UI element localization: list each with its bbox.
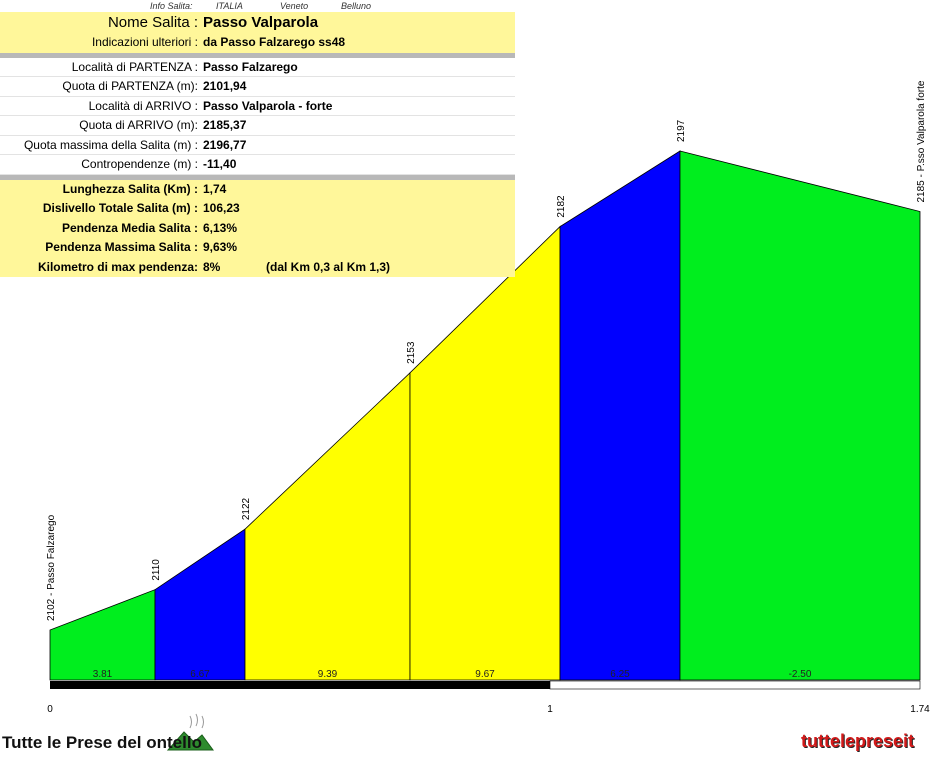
climb-name-row: Nome Salita : Passo Valparola <box>0 12 515 33</box>
notes-row: Indicazioni ulteriori : da Passo Falzare… <box>0 33 515 53</box>
max-altitude-value: 2196,77 <box>203 137 247 152</box>
counter-slope-label: Contropendenze (m) : <box>81 157 198 171</box>
climb-name-value: Passo Valparola <box>203 14 319 31</box>
max-altitude-row: Quota massima della Salita (m) : 2196,77 <box>0 135 515 155</box>
notes-label: Indicazioni ulteriori : <box>91 35 198 49</box>
profile-segment <box>409 225 561 681</box>
profile-segment <box>49 589 156 681</box>
province-label: Belluno <box>341 1 372 11</box>
section-divider <box>0 52 515 58</box>
max-km-range: (dal Km 0,3 al Km 1,3) <box>266 259 391 274</box>
profile-segment <box>154 528 246 681</box>
segment-grade-label: 6.25 <box>610 669 630 680</box>
end-location-row: Località di ARRIVO : Passo Valparola - f… <box>0 96 515 116</box>
segment-grade-label: 3.81 <box>93 669 113 680</box>
info-salita-label: Info Salita: <box>150 1 193 11</box>
altitude-label: 2197 <box>676 119 687 142</box>
section-divider <box>0 174 515 180</box>
right-site-logo: tuttelepreseit <box>801 731 915 751</box>
altitude-label: 2182 <box>556 195 567 218</box>
mountain-logo-icon <box>166 713 214 751</box>
start-location-value: Passo Falzarego <box>203 59 298 74</box>
profile-segment <box>679 150 921 681</box>
x-tick-label: 1 <box>547 704 553 715</box>
profile-segment <box>559 150 681 681</box>
start-altitude-row: Quota di PARTENZA (m): 2101,94 <box>0 77 515 97</box>
length-value: 1,74 <box>203 181 227 196</box>
end-location-label: Località di ARRIVO : <box>88 98 198 113</box>
end-altitude-row: Quota di ARRIVO (m): 2185,37 <box>0 116 515 136</box>
length-row: Lunghezza Salita (Km) : 1,74 <box>0 179 515 199</box>
segment-grade-label: 9.39 <box>318 669 338 680</box>
avg-grade-label: Pendenza Media Salita : <box>61 220 198 235</box>
max-grade-row: Pendenza Massima Salita : 9,63% <box>0 238 515 258</box>
max-km-label: Kilometro di max pendenza: <box>37 259 198 274</box>
altitude-label: 2102 - Passo Falzarego <box>46 514 57 621</box>
segment-grade-label: -2.50 <box>789 669 812 680</box>
end-location-value: Passo Valparola - forte <box>203 98 333 113</box>
max-grade-label: Pendenza Massima Salita : <box>45 240 198 254</box>
max-km-row: Kilometro di max pendenza: 8% (dal Km 0,… <box>0 257 515 277</box>
segment-grade-label: 9.67 <box>475 669 495 680</box>
elevation-gain-row: Dislivello Totale Salita (m) : 106,23 <box>0 199 515 219</box>
max-km-value: 8% <box>203 259 221 274</box>
altitude-label: 2153 <box>406 341 417 364</box>
x-tick-label: 0 <box>47 704 53 715</box>
end-altitude-value: 2185,37 <box>203 118 247 132</box>
length-label: Lunghezza Salita (Km) : <box>62 181 198 196</box>
start-location-label: Località di PARTENZA : <box>71 59 198 74</box>
region-label: Veneto <box>280 1 309 11</box>
scale-bar-filled <box>50 681 550 689</box>
avg-grade-row: Pendenza Media Salita : 6,13% <box>0 218 515 238</box>
max-altitude-label: Quota massima della Salita (m) : <box>23 137 198 152</box>
profile-segment <box>244 371 411 681</box>
notes-value: da Passo Falzarego ss48 <box>203 35 346 49</box>
left-site-logo: Tutte le Prese del ontello <box>2 733 202 752</box>
altitude-label: 2122 <box>241 497 252 520</box>
counter-slope-value: -11,40 <box>203 157 237 171</box>
climb-info-panel: Nome Salita : Passo Valparola Indicazion… <box>0 12 515 277</box>
counter-slope-row: Contropendenze (m) : -11,40 <box>0 155 515 175</box>
climb-name-label: Nome Salita : <box>107 14 198 31</box>
x-tick-label: 1.74 <box>910 704 930 715</box>
start-altitude-value: 2101,94 <box>203 79 247 93</box>
country-label: ITALIA <box>216 1 243 11</box>
segment-grade-label: 6.67 <box>190 669 210 680</box>
scale-bar-empty <box>549 680 921 690</box>
avg-grade-value: 6,13% <box>203 220 238 235</box>
max-grade-value: 9,63% <box>203 240 238 254</box>
end-altitude-label: Quota di ARRIVO (m): <box>79 118 198 132</box>
elevation-gain-label: Dislivello Totale Salita (m) : <box>42 201 198 215</box>
elevation-gain-value: 106,23 <box>203 201 240 215</box>
start-location-row: Località di PARTENZA : Passo Falzarego <box>0 57 515 77</box>
altitude-label: 2185 - P.sso Valparola forte <box>916 80 927 202</box>
start-altitude-label: Quota di PARTENZA (m): <box>62 79 198 93</box>
altitude-label: 2110 <box>151 559 162 581</box>
